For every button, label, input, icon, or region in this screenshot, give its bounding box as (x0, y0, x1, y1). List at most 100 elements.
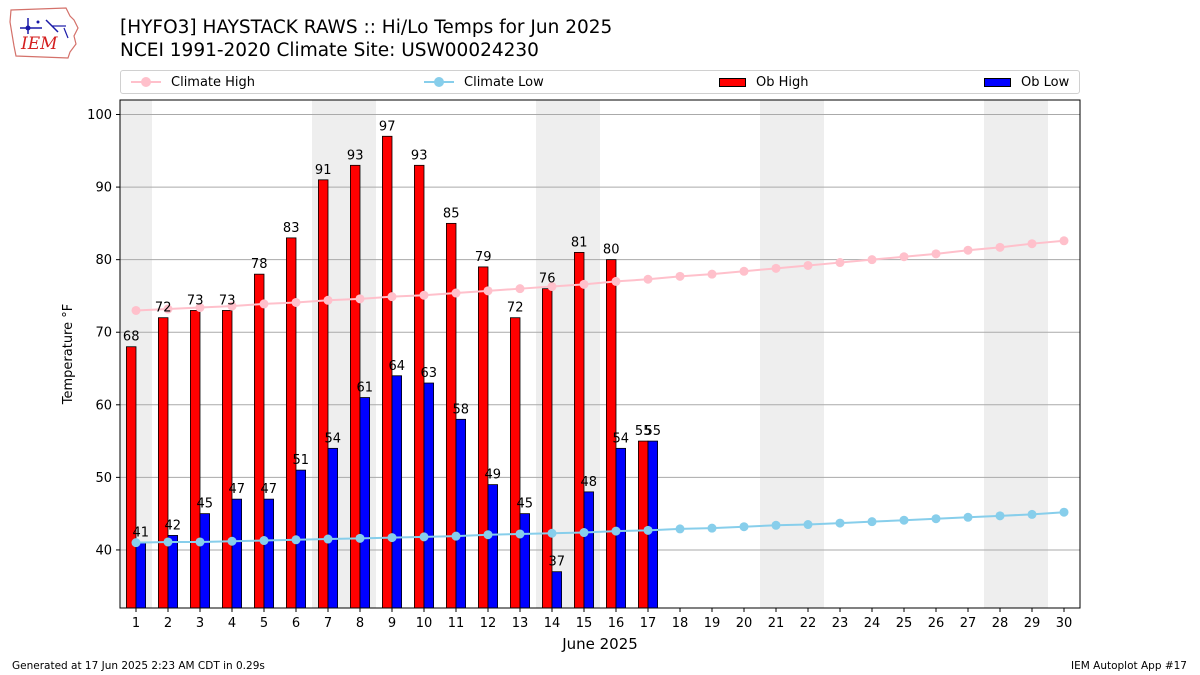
ob-high-label: 73 (219, 293, 236, 308)
x-tick-label: 12 (480, 616, 497, 631)
climate-high-point (771, 263, 781, 273)
climate-low-point (963, 512, 973, 522)
chart-subtitle: NCEI 1991-2020 Climate Site: USW00024230 (120, 40, 539, 61)
climate-low-point (387, 533, 397, 543)
weekend-shade-21 (760, 100, 792, 608)
climate-low-point (835, 518, 845, 528)
ob-low-bar (167, 535, 179, 609)
climate-high-point (579, 279, 589, 289)
ob-low-bar (199, 513, 211, 609)
ob-low-label: 54 (325, 431, 342, 446)
y-axis-label: Temperature °F (61, 304, 76, 405)
y-tick-label: 100 (87, 108, 112, 123)
y-tick-label: 40 (95, 543, 112, 558)
climate-low-point (739, 522, 749, 532)
ob-low-bar (391, 375, 403, 609)
bar-labels: 68 72 73 73 78 83 91 93 97 93 85 79 72 76 81 80 55 41 42 45… (123, 119, 661, 569)
x-tick-label: 26 (928, 616, 945, 631)
ob-low-label: 47 (229, 482, 246, 497)
x-tick-label: 17 (640, 616, 657, 631)
ob-low-bar (135, 542, 147, 609)
climate-high-point (899, 252, 909, 262)
bars (126, 135, 659, 609)
x-tick-label: 15 (576, 616, 593, 631)
climate-low-point (707, 523, 717, 533)
climate-low-point (611, 526, 621, 536)
ob-high-label: 83 (283, 221, 300, 236)
climate-lines (131, 236, 1069, 548)
climate-high-point (867, 255, 877, 265)
climate-low-line (135, 511, 1065, 544)
legend-item-ob-low: Ob Low (984, 71, 1069, 93)
climate-high-point (387, 292, 397, 302)
climate-high-swatch (131, 77, 161, 87)
climate-low-point (803, 520, 813, 530)
ob-low-bar (519, 513, 531, 609)
climate-low-point (995, 511, 1005, 521)
climate-high-point (803, 260, 813, 270)
ob-low-bar (231, 498, 243, 609)
climate-high-point (131, 305, 141, 315)
climate-high-point (547, 282, 557, 292)
climate-high-point (419, 290, 429, 300)
x-tick-label: 24 (864, 616, 881, 631)
climate-high-point (163, 304, 173, 314)
climate-high-point (483, 286, 493, 296)
ob-high-bar (126, 346, 137, 609)
y-tick-label: 50 (95, 471, 112, 486)
legend-label-climate-low: Climate Low (464, 74, 544, 90)
x-tick-label: 8 (356, 616, 364, 631)
climate-high-point (707, 269, 717, 279)
climate-low-point (931, 514, 941, 524)
footer-generated: Generated at 17 Jun 2025 2:23 AM CDT in … (12, 660, 265, 672)
ob-low-swatch (984, 77, 1011, 87)
climate-high-point (323, 295, 333, 305)
climate-low-point (131, 538, 141, 548)
legend-item-climate-high: Climate High (131, 71, 255, 93)
x-tick-label: 16 (608, 616, 625, 631)
ob-low-label: 45 (517, 497, 534, 512)
climate-low-point (419, 532, 429, 542)
ob-high-label: 55 (635, 424, 652, 439)
ob-high-label: 68 (123, 330, 140, 345)
ob-low-label: 47 (261, 482, 278, 497)
ob-low-label: 48 (581, 475, 598, 490)
ob-low-label: 42 (165, 518, 182, 533)
climate-low-point (515, 529, 525, 539)
weekend-shade-29 (1016, 100, 1048, 608)
y-tick-label: 90 (95, 181, 112, 196)
ob-high-swatch (719, 77, 746, 87)
ob-low-label: 64 (389, 359, 406, 374)
ob-high-label: 93 (411, 148, 428, 163)
ob-low-label: 51 (293, 453, 310, 468)
ob-high-label: 72 (507, 301, 524, 316)
climate-high-point (931, 249, 941, 259)
ob-high-bar (285, 237, 297, 609)
ob-low-bar (647, 440, 659, 609)
climate-low-point (867, 517, 877, 527)
climate-high-point (227, 301, 237, 311)
x-tick-label: 20 (736, 616, 753, 631)
ob-high-bar (157, 317, 169, 609)
x-tick-label: 11 (448, 616, 465, 631)
ob-high-label: 76 (539, 272, 556, 287)
x-tick-label: 3 (196, 616, 204, 631)
x-tick-label: 30 (1056, 616, 1073, 631)
climate-high-point (195, 303, 205, 313)
x-tick-label: 27 (960, 616, 977, 631)
climate-low-point (163, 537, 173, 547)
logo-text: IEM (21, 34, 58, 54)
ob-high-label: 79 (475, 250, 492, 265)
x-tick-label: 29 (1024, 616, 1041, 631)
x-tick-label: 10 (416, 616, 433, 631)
ob-low-label: 41 (133, 526, 150, 541)
ob-high-bar (477, 266, 489, 609)
ob-low-bar (359, 397, 371, 609)
climate-high-point (355, 294, 365, 304)
climate-low-point (451, 531, 461, 541)
climate-high-line (135, 239, 1065, 312)
ob-high-bar (509, 317, 521, 609)
footer-app: IEM Autoplot App #17 (1071, 660, 1187, 672)
